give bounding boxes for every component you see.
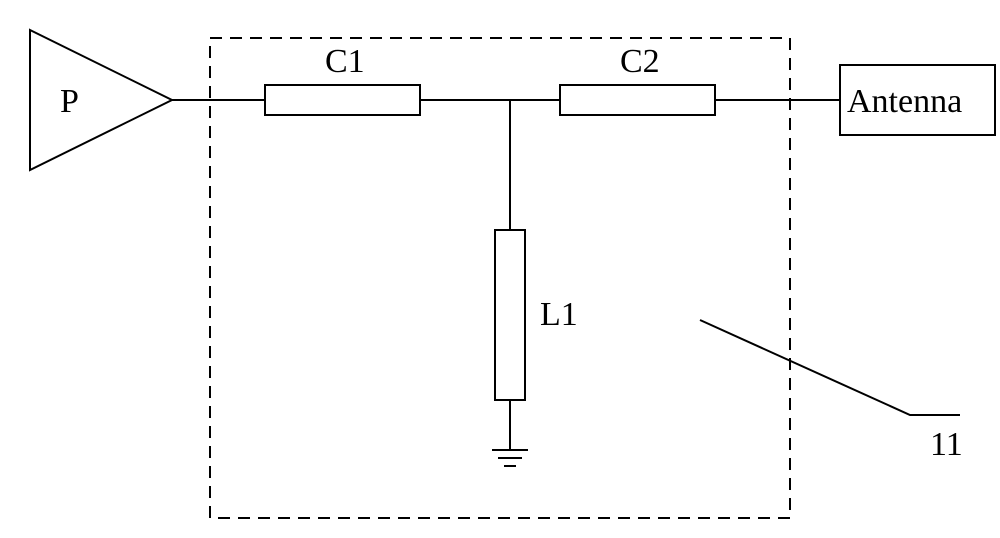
component-l1 (495, 230, 525, 400)
antenna-label: Antenna (847, 83, 962, 120)
label-c2: C2 (620, 43, 660, 80)
ref-leader-line (700, 320, 960, 415)
amplifier-triangle (30, 30, 172, 170)
label-c1: C1 (325, 43, 365, 80)
label-l1: L1 (540, 296, 578, 333)
component-c1 (265, 85, 420, 115)
ref-label-11: 11 (930, 426, 963, 463)
component-c2 (560, 85, 715, 115)
amplifier-label: P (60, 83, 79, 120)
